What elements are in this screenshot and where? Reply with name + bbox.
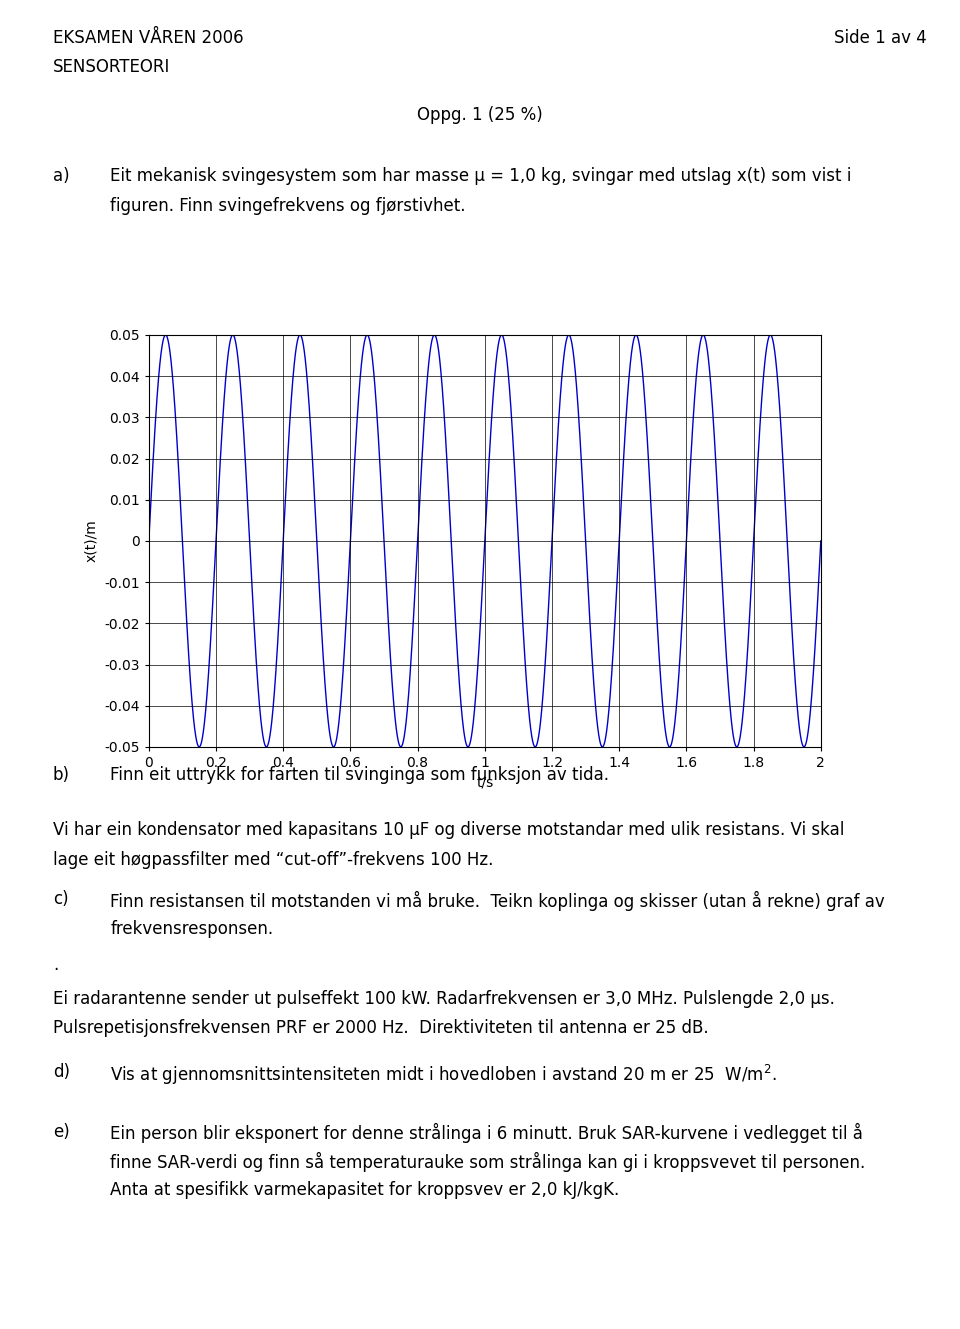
Text: Side 1 av 4: Side 1 av 4: [833, 29, 926, 48]
X-axis label: t/s: t/s: [476, 776, 493, 789]
Text: frekvensresponsen.: frekvensresponsen.: [110, 920, 274, 938]
Text: Finn resistansen til motstanden vi må bruke.  Teikn koplinga og skisser (utan å : Finn resistansen til motstanden vi må br…: [110, 890, 885, 910]
Text: .: .: [53, 956, 58, 974]
Text: Pulsrepetisjonsfrekvensen PRF er 2000 Hz.  Direktiviteten til antenna er 25 dB.: Pulsrepetisjonsfrekvensen PRF er 2000 Hz…: [53, 1019, 708, 1038]
Text: Ei radarantenne sender ut pulseffekt 100 kW. Radarfrekvensen er 3,0 MHz. Pulslen: Ei radarantenne sender ut pulseffekt 100…: [53, 990, 834, 1009]
Text: Vis at gjennomsnittsintensiteten midt i hovedloben i avstand 20 m er 25  W/m$^2$: Vis at gjennomsnittsintensiteten midt i …: [110, 1063, 777, 1087]
Text: a): a): [53, 167, 69, 186]
Text: Ein person blir eksponert for denne strålinga i 6 minutt. Bruk SAR-kurvene i ved: Ein person blir eksponert for denne strå…: [110, 1123, 863, 1143]
Text: e): e): [53, 1123, 69, 1142]
Text: SENSORTEORI: SENSORTEORI: [53, 58, 170, 77]
Text: Oppg. 1 (25 %): Oppg. 1 (25 %): [418, 106, 542, 125]
Text: c): c): [53, 890, 68, 909]
Text: Eit mekanisk svingesystem som har masse μ = 1,0 kg, svingar med utslag x(t) som : Eit mekanisk svingesystem som har masse …: [110, 167, 852, 186]
Y-axis label: x(t)/m: x(t)/m: [84, 520, 99, 562]
Text: Finn eit uttrykk for farten til svinginga som funksjon av tida.: Finn eit uttrykk for farten til svinging…: [110, 766, 610, 784]
Text: Anta at spesifikk varmekapasitet for kroppsvev er 2,0 kJ/kgK.: Anta at spesifikk varmekapasitet for kro…: [110, 1181, 619, 1200]
Text: b): b): [53, 766, 70, 784]
Text: d): d): [53, 1063, 70, 1082]
Text: Vi har ein kondensator med kapasitans 10 μF og diverse motstandar med ulik resis: Vi har ein kondensator med kapasitans 10…: [53, 821, 844, 840]
Text: figuren. Finn svingefrekvens og fjørstivhet.: figuren. Finn svingefrekvens og fjørstiv…: [110, 197, 466, 215]
Text: finne SAR-verdi og finn så temperaturauke som strålinga kan gi i kroppsvevet til: finne SAR-verdi og finn så temperaturauk…: [110, 1152, 866, 1172]
Text: lage eit høgpassfilter med “cut-off”-frekvens 100 Hz.: lage eit høgpassfilter med “cut-off”-fre…: [53, 851, 493, 869]
Text: EKSAMEN VÅREN 2006: EKSAMEN VÅREN 2006: [53, 29, 244, 48]
